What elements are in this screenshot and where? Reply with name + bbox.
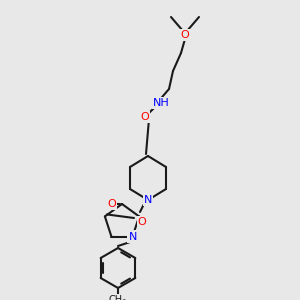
Text: NH: NH (153, 98, 169, 108)
Text: O: O (181, 30, 189, 40)
Text: N: N (144, 195, 152, 205)
Text: N: N (128, 232, 137, 242)
Text: O: O (108, 199, 116, 209)
Text: O: O (138, 217, 146, 227)
Text: O: O (141, 112, 149, 122)
Text: CH₃: CH₃ (109, 295, 127, 300)
